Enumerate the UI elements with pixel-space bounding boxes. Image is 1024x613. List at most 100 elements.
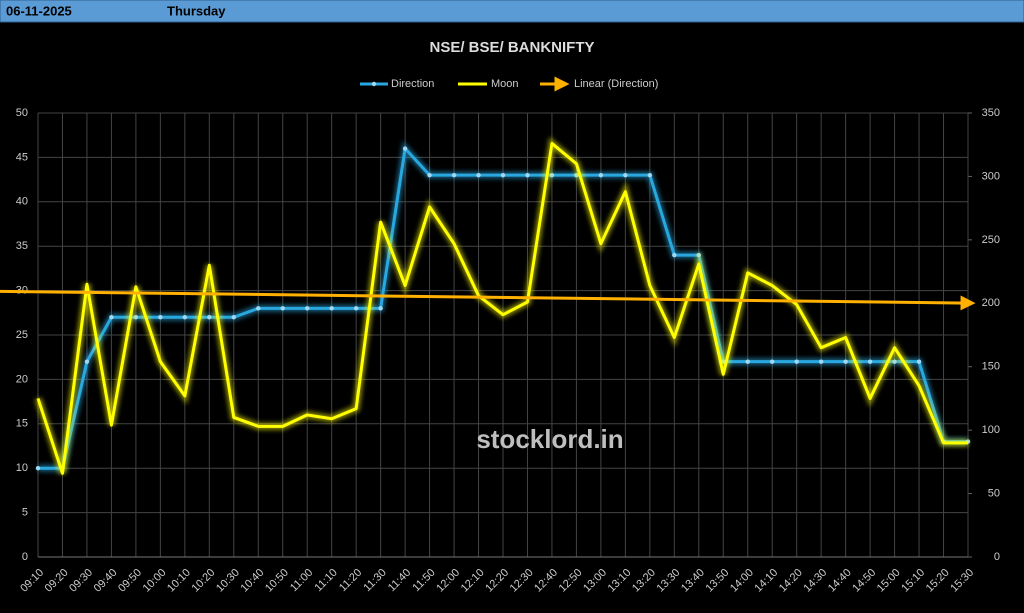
x-tick-label: 09:30 <box>67 567 95 595</box>
point <box>794 359 799 364</box>
x-tick-label: 13:40 <box>679 567 707 595</box>
x-tick-label: 15:00 <box>875 567 903 595</box>
header-bar <box>0 0 1024 23</box>
y2-tick-label: 50 <box>988 487 1000 499</box>
x-tick-label: 13:20 <box>630 567 658 595</box>
x-tick-label: 09:50 <box>116 567 144 595</box>
series-line <box>36 141 968 475</box>
legend-marker <box>371 81 377 87</box>
point <box>402 146 408 151</box>
watermark: stocklord.in <box>476 424 623 454</box>
header-day: Thursday <box>167 3 226 18</box>
x-tick-label: 10:20 <box>190 567 218 595</box>
x-tick-label: 12:00 <box>434 567 462 595</box>
point <box>892 359 897 364</box>
x-tick-label: 09:20 <box>43 567 71 595</box>
point <box>818 359 824 364</box>
point <box>843 359 848 364</box>
y2-tick-label: 200 <box>982 297 1000 309</box>
point <box>770 359 775 364</box>
x-tick-label: 14:30 <box>801 567 829 595</box>
x-tick-label: 11:30 <box>361 567 388 594</box>
x-tick-label: 13:30 <box>655 567 683 595</box>
y-tick-label: 35 <box>16 240 28 252</box>
legend-label: Moon <box>491 78 519 90</box>
y2-tick-label: 300 <box>982 170 1000 182</box>
x-tick-label: 11:00 <box>288 567 315 594</box>
x-tick-label: 12:30 <box>508 567 536 595</box>
x-tick-label: 10:00 <box>141 567 169 595</box>
x-tick-label: 10:50 <box>263 567 291 595</box>
x-tick-label: 10:40 <box>238 567 266 595</box>
y2-tick-label: 250 <box>982 234 1000 246</box>
x-tick-label: 11:50 <box>410 567 437 594</box>
point <box>451 172 457 178</box>
x-tick-label: 14:50 <box>850 567 878 595</box>
point <box>427 172 432 178</box>
point <box>378 306 383 311</box>
point <box>353 306 359 311</box>
y-tick-label: 5 <box>22 507 28 519</box>
point <box>256 306 261 311</box>
x-tick-label: 12:10 <box>459 567 487 595</box>
y-tick-label: 0 <box>22 551 28 563</box>
legend-label: Linear (Direction) <box>574 78 658 90</box>
x-tick-label: 11:40 <box>386 567 413 594</box>
point <box>280 306 285 311</box>
y-tick-label: 15 <box>16 418 28 430</box>
point <box>84 359 90 364</box>
plot: 0510152025303540455005010015020025030035… <box>0 76 1000 595</box>
y-tick-label: 50 <box>16 107 28 119</box>
point <box>35 466 41 471</box>
chart-title: NSE/ BSE/ BANKNIFTY <box>429 39 594 56</box>
point <box>329 306 334 311</box>
point <box>207 315 212 320</box>
x-tick-label: 13:00 <box>581 567 609 595</box>
y2-tick-label: 0 <box>994 551 1000 563</box>
point <box>549 172 555 178</box>
trend-line <box>0 289 976 311</box>
x-tick-label: 15:10 <box>899 567 927 595</box>
point <box>623 172 628 178</box>
x-tick-label: 13:10 <box>606 567 634 595</box>
x-tick-label: 14:40 <box>826 567 854 595</box>
y-tick-label: 40 <box>16 196 28 208</box>
x-tick-label: 09:10 <box>18 567 46 595</box>
x-tick-label: 10:10 <box>165 567 193 595</box>
x-tick-label: 14:10 <box>752 567 780 595</box>
point <box>305 306 310 311</box>
point <box>231 315 236 320</box>
x-tick-label: 12:50 <box>557 567 585 595</box>
y2-tick-label: 100 <box>982 424 1000 436</box>
x-tick-label: 12:40 <box>532 567 560 595</box>
x-tick-label: 09:40 <box>92 567 120 595</box>
x-tick-label: 10:30 <box>214 567 242 595</box>
point <box>109 315 114 320</box>
x-tick-label: 15:20 <box>924 567 952 595</box>
point <box>476 172 481 178</box>
point <box>916 359 922 364</box>
y-tick-label: 25 <box>16 329 28 341</box>
point <box>158 315 163 320</box>
y2-tick-label: 350 <box>982 107 1000 119</box>
x-tick-label: 14:00 <box>728 567 756 595</box>
x-tick-label: 14:20 <box>777 567 805 595</box>
y-tick-label: 20 <box>16 373 28 385</box>
point <box>745 359 750 364</box>
legend-label: Direction <box>391 78 434 90</box>
point <box>500 172 506 178</box>
x-tick-label: 15:30 <box>948 567 976 595</box>
x-tick-label: 11:10 <box>312 567 339 594</box>
y2-tick-label: 150 <box>982 361 1000 373</box>
point <box>133 315 139 320</box>
x-tick-label: 12:20 <box>483 567 511 595</box>
x-tick-label: 13:50 <box>703 567 731 595</box>
point <box>525 172 530 178</box>
point <box>647 172 653 178</box>
y-tick-label: 45 <box>16 151 28 163</box>
x-tick-label: 11:20 <box>337 567 364 594</box>
point <box>182 315 188 320</box>
point <box>672 252 677 258</box>
